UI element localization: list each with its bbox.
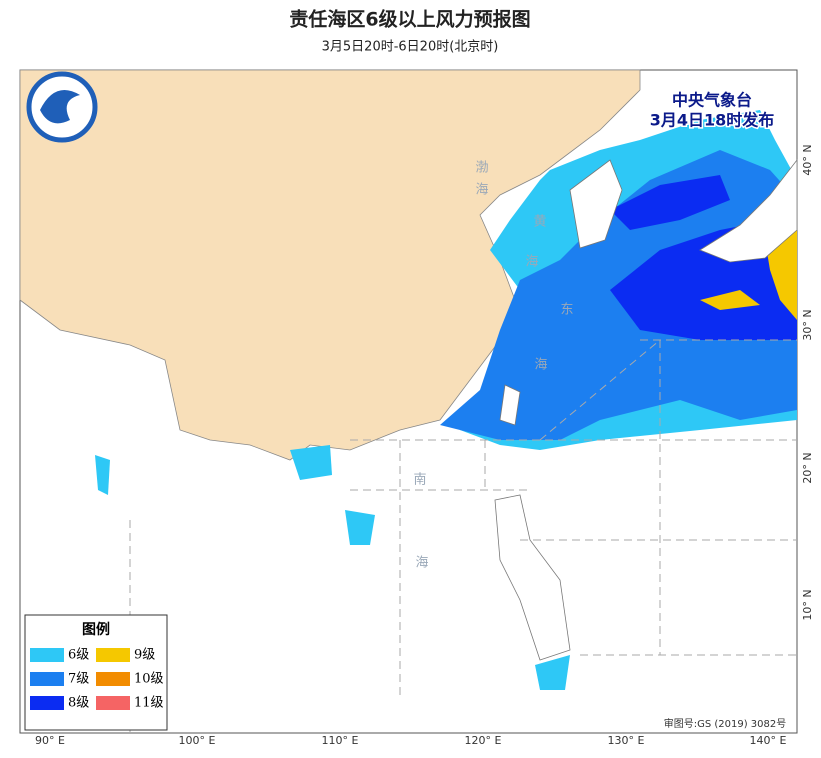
longitude-label: 130° E	[608, 734, 645, 747]
sea-label: 黄	[533, 215, 546, 230]
legend-swatch	[96, 672, 130, 686]
latitude-label: 20° N	[801, 452, 814, 483]
legend-label: 6级	[68, 648, 89, 663]
issuer-name: 中央气象台	[672, 91, 752, 110]
legend-title: 图例	[82, 621, 110, 638]
longitude-label: 90° E	[35, 734, 65, 747]
latitude-label: 30° N	[801, 309, 814, 340]
zone-line	[539, 339, 661, 441]
legend-swatch	[96, 648, 130, 662]
taiwan	[499, 384, 521, 426]
legend-label: 7级	[68, 672, 89, 687]
japan	[699, 158, 798, 263]
sea-label: 海	[525, 255, 538, 270]
title: 责任海区6级以上风力预报图	[289, 8, 530, 31]
latitude-label: 40° N	[801, 144, 814, 175]
longitude-label: 110° E	[322, 734, 359, 747]
wind-areas	[95, 110, 797, 690]
legend-label: 11级	[134, 696, 164, 711]
legend: 图例 6级 7级 8级 9级 10级 11级	[24, 614, 168, 731]
wind-area	[290, 445, 332, 480]
wind-area	[95, 455, 110, 495]
sea-label: 海	[415, 556, 428, 571]
logo-mark	[40, 90, 80, 124]
issuer-time: 3月4日18时发布	[650, 111, 775, 130]
wind-area	[610, 175, 730, 230]
legend-swatch	[30, 696, 64, 710]
sea-label: 南	[413, 472, 426, 488]
philippines	[494, 494, 571, 661]
sea-label: 渤	[475, 160, 488, 176]
wind-area	[535, 655, 570, 690]
latitude-label: 10° N	[801, 589, 814, 620]
longitude-label: 140° E	[750, 734, 787, 747]
sea-label: 东	[560, 303, 573, 318]
legend-swatch	[96, 696, 130, 710]
wind-area	[700, 290, 760, 310]
legend-swatch	[30, 672, 64, 686]
longitude-label: 100° E	[179, 734, 216, 747]
legend-label: 8级	[68, 696, 89, 711]
china-land	[19, 69, 641, 461]
logo	[26, 71, 98, 143]
labels: 90° E 100° E 110° E 120° E 130° E 140° E 40° N…	[35, 144, 814, 747]
map-approval: 审图号:GS (2019) 3082号	[664, 717, 787, 730]
legend-label: 9级	[134, 648, 155, 663]
legend-label: 10级	[134, 672, 164, 687]
korea	[569, 159, 623, 249]
sea-label: 海	[534, 358, 547, 373]
wind-area	[345, 510, 375, 545]
legend-swatch	[30, 648, 64, 662]
subtitle: 3月5日20时-6日20时(北京时)	[322, 40, 499, 55]
longitude-label: 120° E	[465, 734, 502, 747]
overlay-land	[494, 158, 798, 661]
sea-label: 海	[475, 183, 488, 198]
